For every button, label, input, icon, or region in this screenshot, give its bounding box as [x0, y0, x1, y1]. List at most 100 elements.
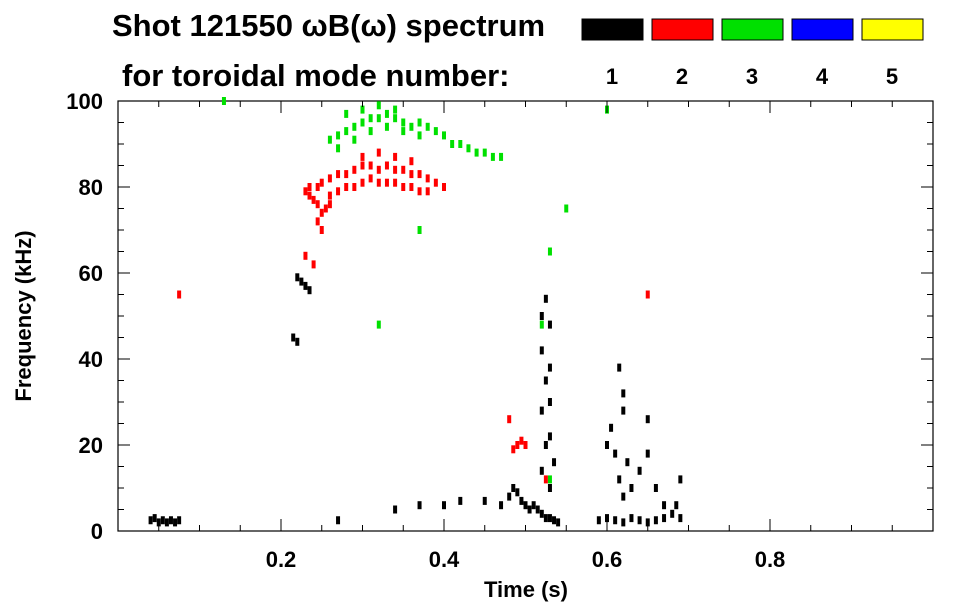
data-point — [425, 174, 430, 183]
data-point — [417, 131, 422, 140]
data-point — [384, 109, 389, 118]
data-point — [368, 114, 373, 123]
data-point — [344, 109, 349, 118]
data-point — [466, 144, 471, 153]
data-point — [368, 174, 373, 183]
data-point — [311, 260, 316, 269]
x-tick-label: 0.8 — [755, 547, 786, 572]
data-point — [303, 251, 308, 260]
data-point — [450, 140, 455, 148]
legend-swatch — [721, 18, 784, 41]
data-point — [376, 178, 381, 187]
data-point — [148, 516, 153, 525]
data-point — [482, 496, 487, 505]
data-point — [291, 333, 296, 342]
data-point — [311, 195, 316, 204]
data-point — [344, 170, 349, 179]
data-point — [499, 501, 504, 510]
data-point — [327, 191, 332, 200]
data-point — [393, 165, 398, 174]
data-point — [637, 466, 642, 475]
data-point — [596, 516, 601, 525]
data-point — [177, 290, 182, 299]
data-point — [384, 161, 389, 170]
data-point — [617, 475, 622, 484]
data-point — [433, 127, 438, 136]
data-point — [523, 501, 528, 510]
data-point — [539, 312, 544, 320]
x-tick-label: 0.2 — [266, 547, 297, 572]
axes: 0 20 40 60 80 100 0.2 0.4 0.6 0.8 — [66, 89, 933, 572]
data-point — [629, 484, 634, 492]
y-tick-label: 100 — [66, 89, 103, 114]
data-point — [515, 441, 520, 449]
data-point — [417, 187, 422, 196]
data-point — [621, 492, 626, 501]
data-point — [539, 466, 544, 475]
data-point — [327, 174, 332, 183]
data-point — [327, 200, 332, 209]
y-tick-label: 20 — [79, 433, 103, 458]
data-point — [409, 183, 414, 191]
data-point — [515, 488, 520, 497]
data-point — [653, 516, 658, 525]
data-point — [303, 187, 308, 196]
data-point — [523, 441, 528, 449]
data-point — [352, 135, 357, 144]
data-point — [543, 514, 548, 523]
data-point — [409, 157, 414, 166]
data-point — [613, 449, 618, 458]
data-point — [662, 501, 667, 510]
data-point — [425, 187, 430, 196]
data-point — [425, 122, 430, 131]
data-point — [552, 516, 557, 525]
data-point — [303, 281, 308, 290]
data-point — [417, 501, 422, 510]
data-point — [352, 165, 357, 174]
data-point — [360, 178, 365, 187]
data-point — [645, 415, 650, 424]
data-point — [307, 191, 312, 200]
data-point — [511, 484, 516, 492]
data-point — [336, 170, 341, 179]
data-point — [547, 363, 552, 372]
data-point — [535, 505, 540, 514]
data-point — [368, 127, 373, 136]
data-point — [458, 140, 463, 148]
chart-subtitle: for toroidal mode number: — [122, 58, 510, 93]
data-point — [556, 518, 561, 527]
data-point — [323, 204, 328, 213]
data-point — [442, 501, 446, 510]
data-point — [368, 161, 373, 170]
data-point — [613, 516, 618, 525]
data-point — [360, 105, 365, 114]
data-point — [617, 363, 622, 372]
legend-label: 1 — [606, 64, 618, 89]
data-point — [221, 97, 226, 105]
data-point — [417, 170, 422, 179]
data-point — [543, 376, 548, 385]
data-point — [376, 320, 381, 329]
data-point — [519, 496, 524, 505]
data-point — [156, 518, 161, 527]
data-point — [474, 148, 479, 157]
data-point — [401, 165, 406, 174]
data-point — [621, 406, 626, 415]
data-point — [539, 406, 544, 415]
data-point — [645, 518, 650, 527]
data-point — [160, 516, 165, 525]
data-point — [547, 398, 552, 406]
data-point — [401, 118, 406, 127]
data-point — [401, 183, 406, 191]
data-point — [678, 514, 683, 523]
data-point — [609, 423, 614, 432]
data-point — [605, 514, 609, 523]
data-point — [152, 514, 157, 523]
legend-label: 5 — [886, 64, 898, 89]
data-point — [605, 441, 609, 449]
data-point — [336, 131, 341, 140]
legend: 1 2 3 4 5 — [581, 18, 924, 89]
data-point — [547, 514, 552, 523]
data-point — [409, 170, 414, 179]
data-point — [384, 122, 389, 131]
